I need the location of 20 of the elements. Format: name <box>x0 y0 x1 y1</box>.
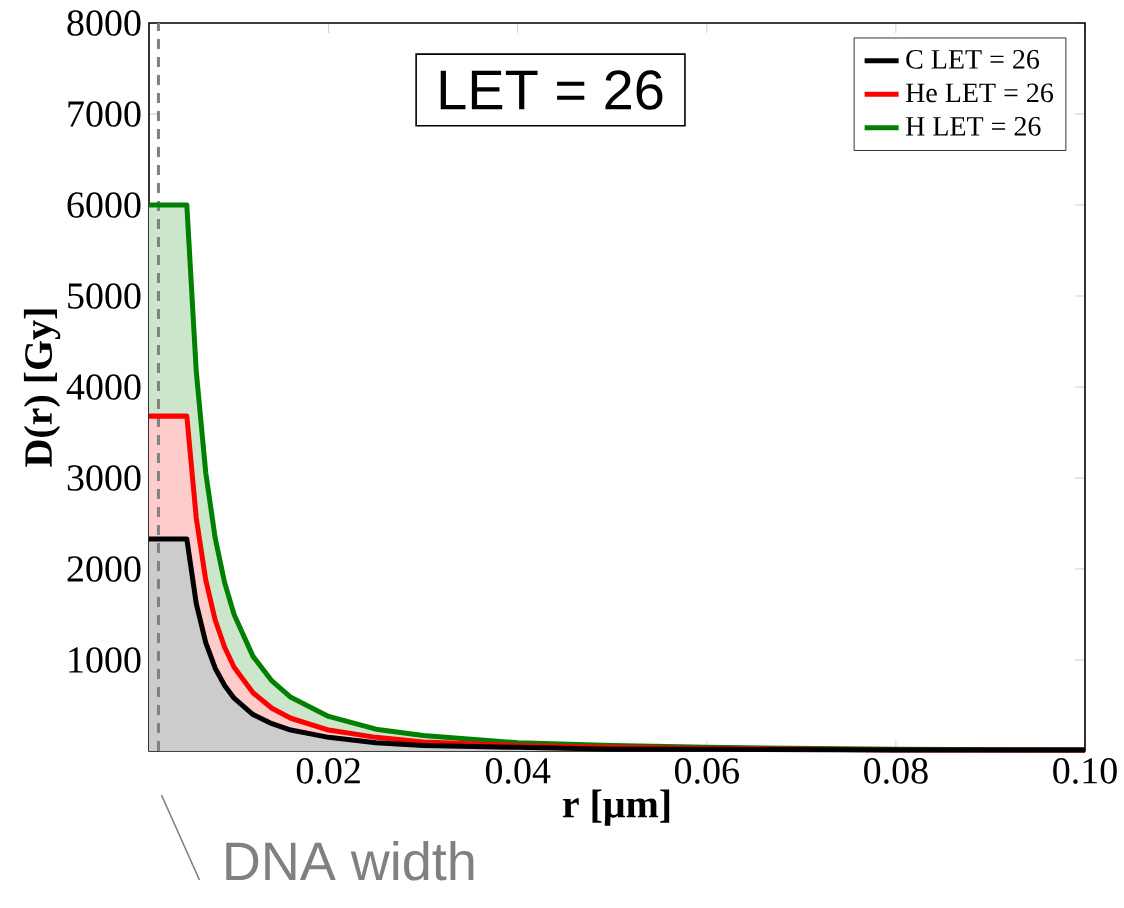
x-tick-label: 0.06 <box>675 758 739 784</box>
y-tick-label: 7000 <box>68 101 141 127</box>
y-tick-label: 4000 <box>66 374 141 400</box>
legend-label: He LET = 26 <box>905 83 1054 103</box>
x-tick-label: 0.08 <box>864 758 928 784</box>
x-tick-label: 0.10 <box>1053 758 1117 784</box>
legend-label: C LET = 26 <box>906 49 1040 69</box>
x-tick-label: 0.02 <box>296 758 360 784</box>
x-axis-title: r [μm] <box>562 789 670 826</box>
x-tick-label: 0.04 <box>485 758 551 784</box>
annotation: LET = 26 <box>440 70 663 110</box>
legend-label: H LET = 26 <box>905 116 1041 136</box>
y-tick-label: 6000 <box>67 192 141 218</box>
y-tick-label: 5000 <box>68 283 141 309</box>
y-tick-label: 1000 <box>69 647 141 673</box>
y-tick-label: 3000 <box>67 465 141 491</box>
y-tick-label: 8000 <box>67 10 141 36</box>
annotation: DNA width <box>226 840 474 881</box>
y-axis-title: D(r) [Gy] <box>23 309 61 467</box>
y-tick-label: 2000 <box>67 556 141 582</box>
